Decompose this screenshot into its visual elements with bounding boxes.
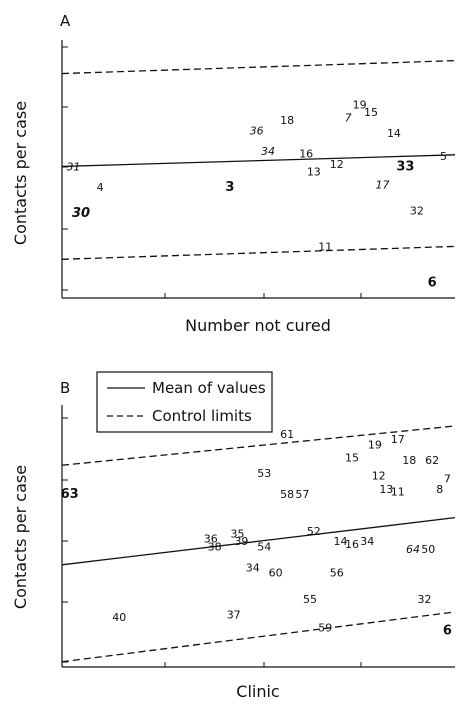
- panel-b-point-label: 36: [204, 533, 218, 546]
- panel-b-label: B: [60, 379, 70, 397]
- panel-b-point-label: 55: [303, 593, 317, 606]
- panel-b-point-label: 61: [280, 428, 294, 441]
- panel-b-point-label: 59: [318, 622, 332, 635]
- panel-a-upper-control-line: [61, 59, 456, 75]
- panel-a-point-label: 3: [225, 180, 234, 195]
- panel-b-point-label: 39: [234, 535, 248, 548]
- panel-a-point-label: 30: [72, 206, 90, 221]
- panel-b-point-label: 52: [307, 525, 321, 538]
- panel-a-point-label: 19: [353, 99, 367, 112]
- panel-b-point-label: 14: [334, 535, 348, 548]
- panel-a-point-label: 31: [66, 160, 80, 173]
- panel-a-label: A: [60, 12, 71, 30]
- panel-a-point-label: 7: [345, 111, 352, 124]
- panel-b-point-label: 57: [295, 488, 309, 501]
- panel-b-point-label: 34: [246, 561, 260, 574]
- panel-a-point-label: 15: [364, 106, 378, 119]
- panel-b-lower-control-line: [61, 611, 456, 663]
- panel-b-point-label: 64: [406, 543, 420, 556]
- panel-b-point-label: 62: [425, 454, 439, 467]
- panel-a-mean-line: [61, 154, 456, 168]
- panel-a-point-label: 6: [428, 276, 437, 291]
- panel-b-point-label: 15: [345, 451, 359, 464]
- panel-b-point-label: 18: [402, 454, 416, 467]
- panel-b-point-label: 7: [444, 472, 451, 485]
- panel-a-point-label: 4: [97, 181, 104, 194]
- panel-a-point-label: 12: [330, 158, 344, 171]
- panel-b-mean-line: [61, 517, 456, 566]
- legend-box: [96, 371, 273, 433]
- panel-a-point-label: 32: [410, 204, 424, 217]
- panel-b-point-label: 35: [231, 527, 245, 540]
- panel-a-point-label: 36: [250, 124, 264, 137]
- panel-b-point-label: 32: [417, 593, 431, 606]
- panel-b-point-label: 34: [360, 535, 374, 548]
- panel-a-point-label: 13: [307, 166, 321, 179]
- legend-control-label: Control limits: [152, 407, 252, 425]
- legend-mean-label: Mean of values: [152, 379, 266, 397]
- panel-b-point-label: 37: [227, 609, 241, 622]
- panel-b-point-label: 19: [368, 438, 382, 451]
- panel-b-x-title: Clinic: [236, 682, 279, 701]
- panel-a-y-title: Contacts per case: [11, 101, 30, 245]
- panel-a-lower-control-line: [61, 245, 456, 260]
- panel-a-point-label: 18: [280, 114, 294, 127]
- panel-b-ticks: [61, 417, 362, 667]
- panel-b-point-label: 58: [280, 488, 294, 501]
- panel-b-lines: [61, 425, 456, 663]
- panel-a-x-title: Number not cured: [185, 316, 331, 335]
- panel-b-point-label: 63: [61, 487, 79, 502]
- panel-a-lines: [61, 59, 456, 260]
- panel-b-point-label: 16: [345, 538, 359, 551]
- panel-b-point-label: 38: [208, 540, 222, 553]
- panel-b-point-label: 60: [269, 567, 283, 580]
- panel-b-point-label: 56: [330, 567, 344, 580]
- panel-b-point-label: 54: [257, 540, 271, 553]
- panel-a-point-label: 16: [299, 148, 313, 161]
- panel-b-point-label: 8: [436, 483, 443, 496]
- panel-a-ticks: [61, 46, 362, 298]
- panel-a-point-label: 14: [387, 127, 401, 140]
- panel-b-point-label: 40: [112, 611, 126, 624]
- panel-a-point-label: 11: [318, 240, 332, 253]
- panel-b-point-label: 53: [257, 467, 271, 480]
- panel-b-point-label: 17: [391, 433, 405, 446]
- panel-b-point-label: 12: [372, 470, 386, 483]
- panel-a-point-label: 34: [261, 145, 275, 158]
- legend: Mean of values Control limits: [96, 371, 273, 433]
- panel-a-point-label: 33: [396, 159, 414, 174]
- panel-a-point-label: 17: [376, 178, 390, 191]
- panel-b-point-label: 13: [379, 483, 393, 496]
- panel-b-point-label: 11: [391, 485, 405, 498]
- panel-a-point-label: 5: [440, 150, 447, 163]
- panel-b-point-label: 50: [421, 543, 435, 556]
- panel-b-y-title: Contacts per case: [11, 465, 30, 609]
- panel-b-point-label: 6: [443, 623, 452, 638]
